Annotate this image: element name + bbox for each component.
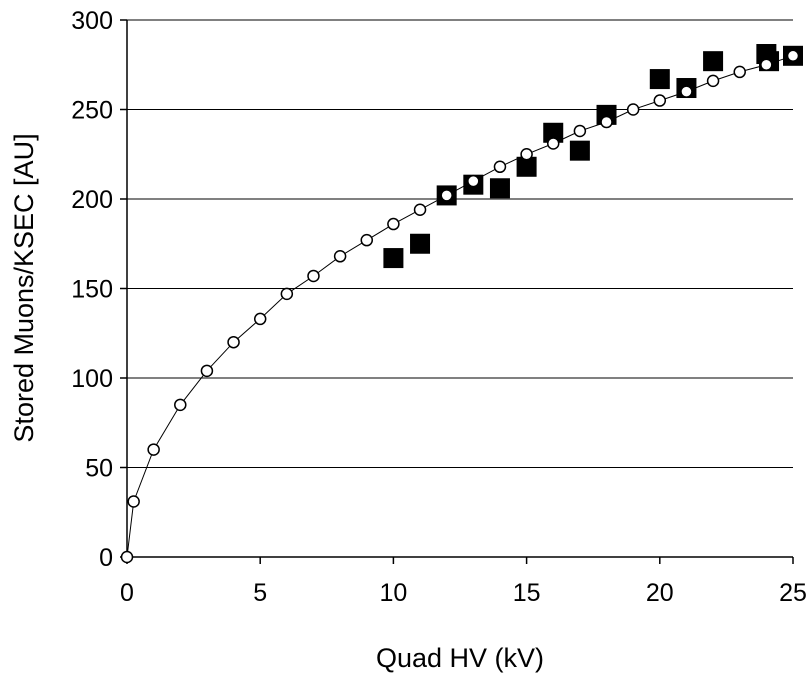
data-point-circle — [546, 137, 560, 150]
data-point-square — [489, 178, 510, 199]
tick-labels: 0 50 100 150 200 250 300 0 5 10 15 20 25 — [71, 7, 807, 607]
x-tick-label: 10 — [379, 579, 407, 607]
data-point-circle — [493, 160, 507, 174]
data-point-circle — [174, 398, 187, 412]
data-point-circle — [626, 103, 640, 116]
data-point-circle — [440, 189, 453, 202]
y-tick-label: 250 — [71, 97, 113, 125]
y-tick-label: 300 — [71, 7, 113, 35]
data-point-circle — [253, 312, 267, 326]
data-point-circle — [120, 550, 134, 564]
x-axis-title: Quad HV (kV) — [376, 643, 544, 673]
data-point-circle — [387, 217, 400, 231]
gridlines — [127, 19, 793, 468]
y-tick-label: 100 — [71, 365, 113, 393]
data-point-square — [383, 248, 404, 269]
data-point-square — [543, 122, 564, 143]
data-point-square — [410, 233, 431, 254]
data-point-circle — [600, 115, 613, 129]
series-layer — [120, 44, 803, 564]
data-point-circle — [520, 148, 533, 161]
y-tick-label: 50 — [85, 455, 113, 483]
data-point-square — [516, 156, 537, 177]
x-tick-label: 5 — [253, 579, 267, 607]
data-point-circle — [706, 74, 720, 88]
data-point-circle — [573, 124, 587, 138]
data-point-circle — [280, 287, 294, 301]
series-0-open-circle — [120, 49, 800, 564]
data-point-square — [649, 69, 670, 90]
data-point-square — [569, 140, 590, 161]
x-tick-label: 15 — [513, 579, 541, 607]
axes — [120, 19, 794, 564]
data-point-circle — [227, 335, 240, 349]
data-point-circle — [127, 495, 140, 508]
data-point-circle — [360, 233, 374, 247]
data-point-circle — [307, 269, 320, 283]
data-point-circle — [680, 85, 693, 98]
x-tick-label: 0 — [120, 579, 134, 607]
data-point-circle — [786, 49, 800, 63]
data-point-circle — [760, 58, 773, 71]
data-point-circle — [200, 364, 214, 378]
data-point-circle — [467, 174, 480, 188]
data-point-circle — [653, 94, 667, 107]
x-tick-label: 25 — [779, 579, 807, 607]
y-axis-title: Stored Muons/KSEC [AU] — [9, 133, 39, 442]
data-point-square — [703, 51, 724, 72]
x-tick-label: 20 — [646, 579, 674, 607]
y-tick-label: 0 — [99, 544, 113, 572]
y-tick-label: 150 — [71, 276, 113, 304]
data-point-circle — [147, 443, 160, 456]
data-point-circle — [333, 250, 347, 263]
data-point-circle — [733, 65, 746, 79]
data-point-circle — [413, 203, 427, 216]
y-tick-label: 200 — [71, 186, 113, 214]
